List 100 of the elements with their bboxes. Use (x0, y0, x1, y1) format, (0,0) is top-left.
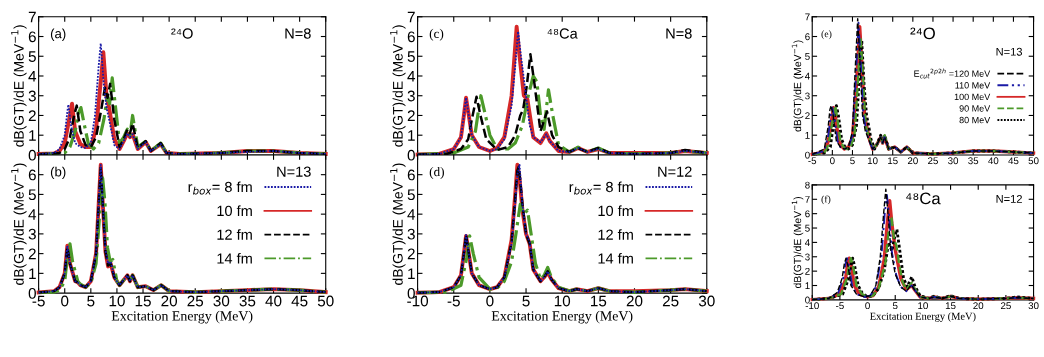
y-tick-label: 3 (805, 253, 810, 261)
x-tick-label: 10 (867, 157, 878, 165)
x-tick-label: 15 (591, 295, 607, 307)
y-axis-title: dB(GT)/dE (MeV$^{−1}$) (390, 163, 406, 285)
y-tick-label: 1 (805, 132, 810, 139)
y-tick-label: 6 (407, 169, 415, 181)
y-axis-title: dB(GT)/dE (MeV$^{−1}$) (791, 196, 804, 289)
x-tick-label: 20 (973, 302, 984, 310)
annotation: (d) (429, 166, 444, 179)
annotation: N=8 (285, 28, 311, 39)
y-axis-title: dB(GT)/dE (MeV$^{−1}$) (390, 25, 406, 147)
y-axis-title: dB(GT)/dE (MeV$^{−1}$) (11, 163, 27, 285)
x-tick-label: 15 (945, 302, 956, 310)
y-tick-label: 7 (28, 11, 36, 23)
y-tick-label: 6 (28, 31, 36, 43)
y-tick-label: 6 (805, 210, 810, 218)
annotation: ⁴⁸Ca (547, 28, 578, 39)
legend-label: r$_{box}$= 8 fm (569, 181, 633, 195)
x-tick-label: 20 (907, 157, 918, 165)
y-tick-label: 2 (28, 248, 36, 260)
annotation: ⁴⁸Ca (906, 192, 941, 205)
x-tick-label: 0 (486, 295, 494, 307)
y-tick-label: 2 (407, 110, 415, 121)
y-tick-label: 0 (805, 151, 810, 159)
legend-label: r$_{box}$= 8 fm (188, 181, 252, 195)
x-axis-title: Excitation Energy (MeV) (491, 310, 633, 324)
annotation: ²⁴O (171, 28, 193, 39)
y-tick-label: 2 (407, 248, 415, 260)
legend-label: 12 fm (598, 229, 633, 240)
x-tick-label: 10 (109, 295, 125, 307)
x-tick-label: 25 (662, 295, 679, 307)
y-tick-label: 5 (28, 51, 36, 62)
x-tick-label: 10 (918, 302, 928, 310)
annotation: N=13 (996, 47, 1023, 56)
x-tick-label: 40 (265, 295, 282, 307)
y-tick-label: 3 (28, 228, 36, 240)
x-axis-title: Excitation Energy (MeV) (870, 312, 976, 322)
x-tick-label: 0 (865, 302, 870, 310)
x-tick-label: -5 (447, 295, 460, 307)
y-tick-label: 3 (28, 90, 36, 102)
y-tick-label: 4 (804, 239, 810, 246)
annotation: ²⁴O (910, 27, 935, 40)
y-tick-label: 6 (805, 33, 810, 41)
annotation: N=12 (996, 194, 1022, 203)
y-tick-label: 3 (407, 90, 415, 102)
x-tick-label: 5 (850, 157, 855, 165)
x-tick-label: 45 (291, 295, 308, 307)
annotation: (c) (429, 28, 444, 41)
y-tick-label: 5 (407, 189, 415, 201)
annotation: (f) (821, 195, 831, 205)
x-tick-label: -10 (805, 302, 819, 310)
x-tick-label: 15 (888, 157, 898, 165)
x-tick-label: 0 (61, 295, 69, 307)
x-tick-label: 5 (87, 295, 95, 307)
y-tick-label: 1 (805, 282, 810, 290)
y-axis-title: dB(GT)/dE (MeV$^{−1}$) (791, 40, 804, 132)
x-tick-label: 30 (698, 295, 715, 307)
legend-label: 80 MeV (959, 116, 991, 124)
y-tick-label: 5 (805, 53, 810, 60)
y-tick-label: 4 (28, 71, 37, 82)
y-tick-label: 6 (407, 31, 415, 43)
x-tick-label: 25 (928, 157, 938, 165)
y-tick-label: 1 (29, 130, 36, 141)
x-tick-label: 50 (317, 295, 334, 307)
y-tick-label: 5 (28, 189, 36, 201)
y-tick-label: 2 (805, 267, 810, 275)
x-tick-label: 45 (1008, 157, 1019, 165)
x-tick-label: 35 (239, 295, 256, 307)
y-tick-label: 7 (805, 13, 810, 21)
y-tick-label: 7 (805, 196, 810, 203)
annotation: (a) (50, 28, 66, 41)
x-tick-label: -5 (808, 157, 817, 165)
x-tick-label: 30 (948, 157, 959, 165)
x-tick-label: 0 (830, 157, 835, 165)
legend-label: 110 MeV (955, 82, 991, 89)
y-tick-label: 4 (407, 209, 416, 220)
y-tick-label: 1 (408, 130, 415, 141)
y-tick-label: 3 (407, 228, 415, 240)
x-tick-label: 35 (968, 157, 979, 165)
x-tick-label: 15 (135, 295, 151, 307)
y-tick-label: 4 (407, 71, 416, 82)
annotation: (b) (50, 166, 66, 180)
x-tick-label: 40 (988, 157, 999, 165)
x-tick-label: 5 (522, 295, 530, 307)
y-tick-label: 4 (804, 72, 810, 80)
legend-label: 90 MeV (959, 105, 991, 112)
x-tick-label: 5 (892, 302, 898, 310)
y-axis-title: dB(GT)/dE (MeV$^{−1}$) (11, 25, 27, 147)
x-axis-title: Excitation Energy (MeV) (111, 310, 253, 324)
y-tick-label: 1 (408, 268, 415, 279)
x-tick-label: 20 (626, 295, 643, 307)
legend-label: 10 fm (598, 205, 633, 217)
legend-label: E$_{cut}$$^{2p2h}$ =120 MeV (914, 68, 991, 79)
annotation: N=13 (277, 166, 311, 177)
annotation: N=12 (658, 166, 692, 177)
annotation: N=8 (666, 28, 692, 39)
x-tick-label: 20 (161, 295, 178, 307)
y-tick-label: 2 (28, 110, 36, 121)
y-tick-label: 6 (28, 169, 36, 181)
x-tick-label: -5 (836, 302, 844, 310)
